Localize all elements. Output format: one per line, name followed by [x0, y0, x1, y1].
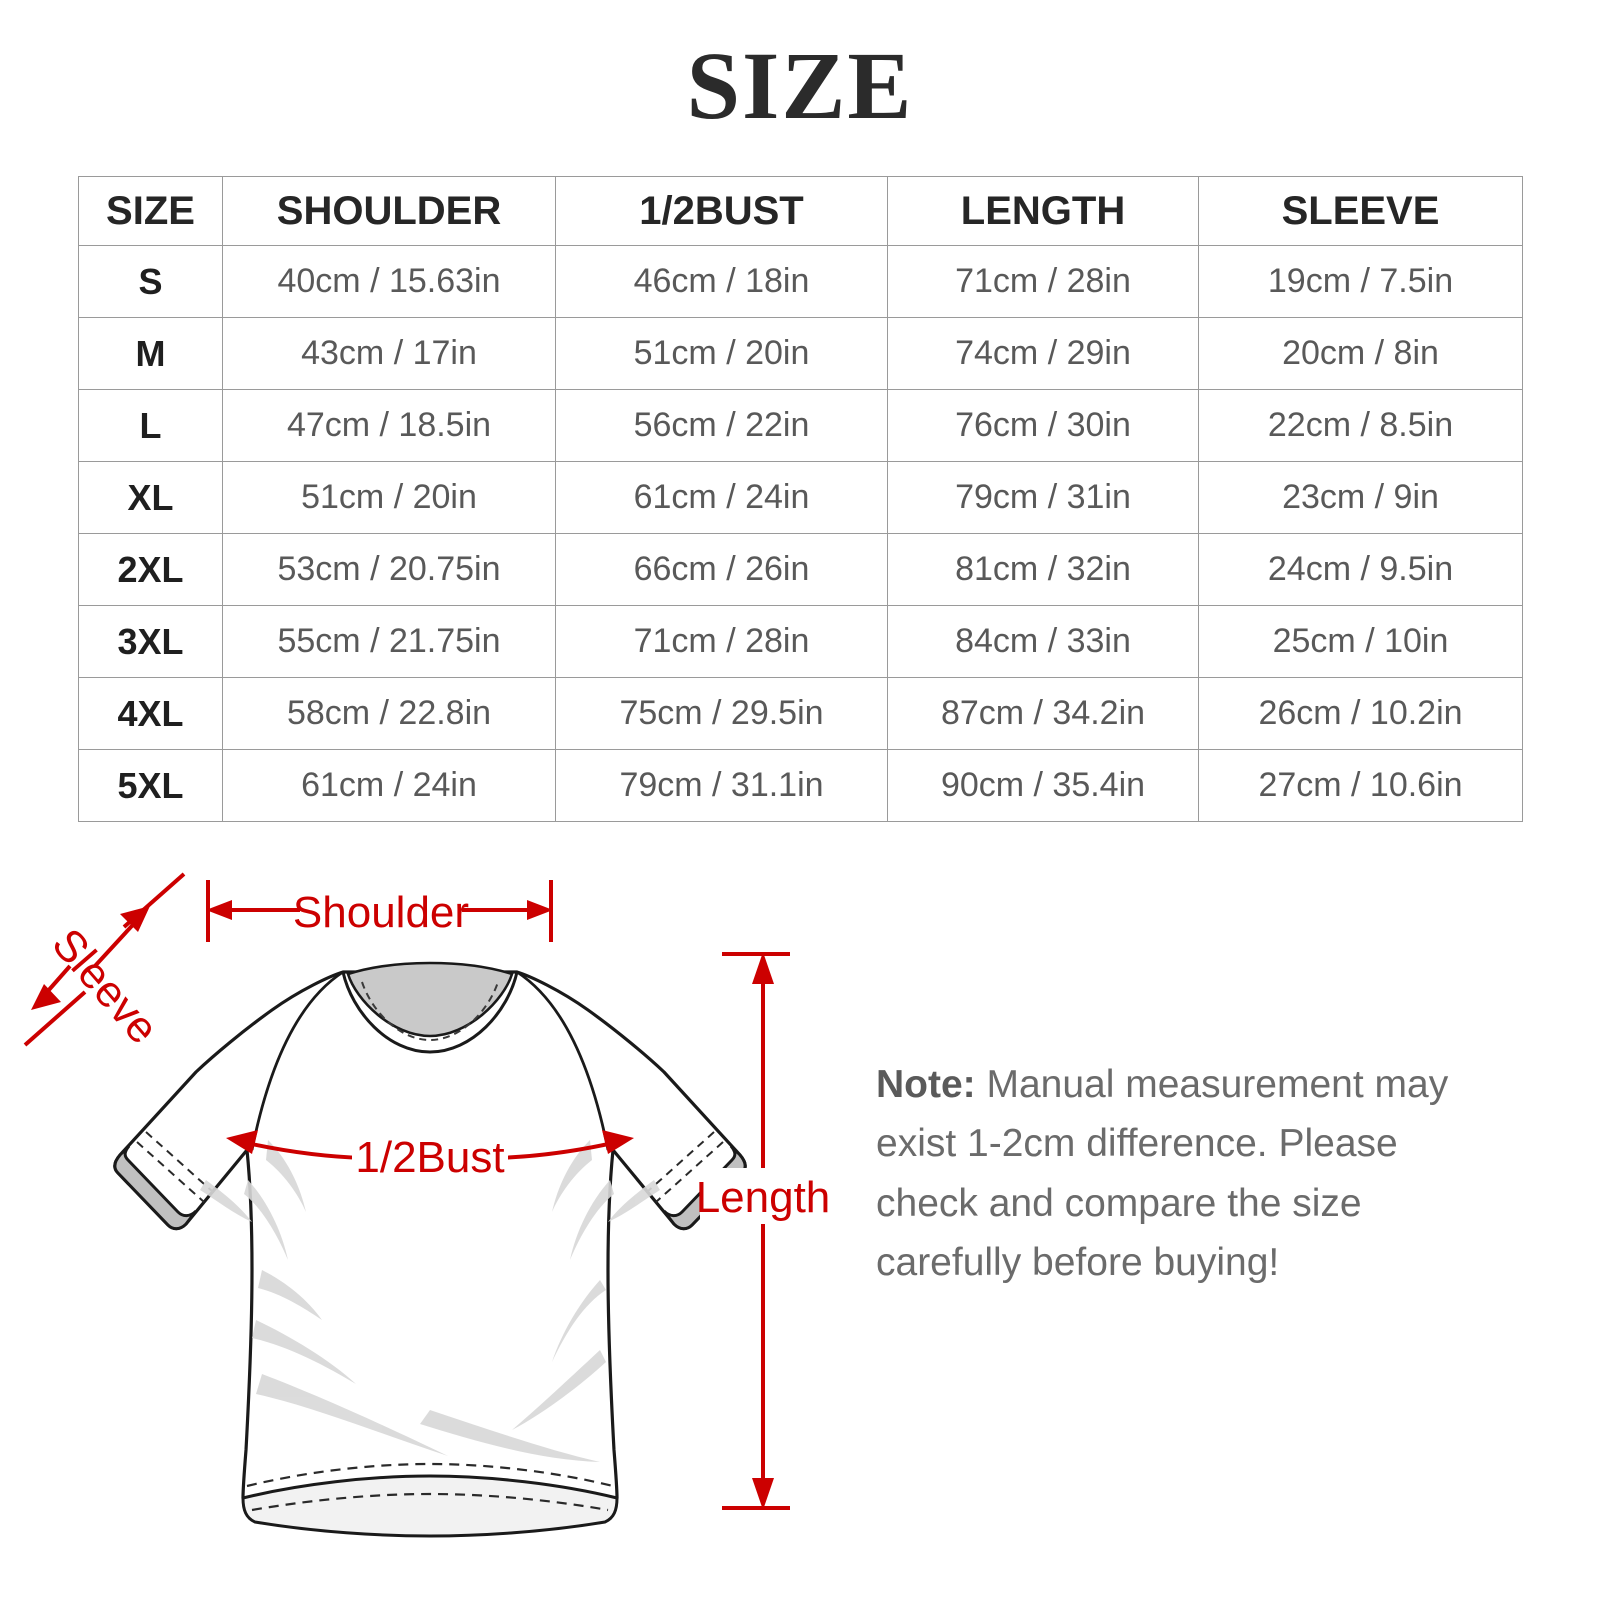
cell-length: 79cm / 31in — [887, 461, 1199, 534]
cell-shoulder: 51cm / 20in — [222, 461, 556, 534]
sleeve-dimension: Sleeve — [23, 872, 186, 1053]
cell-shoulder: 55cm / 21.75in — [222, 605, 556, 678]
bust-arrowhead-left — [226, 1130, 258, 1154]
left-sleeve-cuff — [113, 1144, 198, 1231]
cell-sleeve: 25cm / 10in — [1198, 605, 1523, 678]
column-header-shoulder: SHOULDER — [222, 176, 556, 246]
cell-shoulder: 47cm / 18.5in — [222, 389, 556, 462]
cell-length: 84cm / 33in — [887, 605, 1199, 678]
cell-bust: 66cm / 26in — [555, 533, 888, 606]
cell-sleeve: 22cm / 8.5in — [1198, 389, 1523, 462]
cell-size: M — [78, 317, 223, 390]
cell-sleeve: 20cm / 8in — [1198, 317, 1523, 390]
table-row: M 43cm / 17in 51cm / 20in 74cm / 29in 20… — [78, 317, 1523, 390]
cell-length: 90cm / 35.4in — [887, 749, 1199, 822]
cell-shoulder: 43cm / 17in — [222, 317, 556, 390]
cell-shoulder: 61cm / 24in — [222, 749, 556, 822]
half-bust-label: 1/2Bust — [355, 1133, 504, 1182]
tshirt-collar-band — [341, 971, 519, 1054]
cell-sleeve: 23cm / 9in — [1198, 461, 1523, 534]
sleeve-label: Sleeve — [42, 919, 167, 1053]
cell-size: XL — [78, 461, 223, 534]
cell-sleeve: 26cm / 10.2in — [1198, 677, 1523, 750]
cell-size: 3XL — [78, 605, 223, 678]
table-row: L 47cm / 18.5in 56cm / 22in 76cm / 30in … — [78, 389, 1523, 462]
column-header-bust: 1/2BUST — [555, 176, 888, 246]
tshirt-measurement-diagram: Shoulder Sleeve 1/2Bust — [0, 850, 860, 1550]
left-cuff-stitching-2 — [145, 1131, 214, 1193]
shoulder-arrowhead-left — [206, 900, 232, 920]
collar-stitching — [361, 981, 499, 1042]
cell-length: 81cm / 32in — [887, 533, 1199, 606]
cell-bust: 46cm / 18in — [555, 245, 888, 318]
right-cuff-stitching-2 — [646, 1131, 715, 1193]
right-shoulder-seam — [516, 970, 610, 1151]
page-title: SIZE — [686, 32, 914, 139]
cell-length: 76cm / 30in — [887, 389, 1199, 462]
cell-shoulder: 53cm / 20.75in — [222, 533, 556, 606]
table-header-row: SIZE SHOULDER 1/2BUST LENGTH SLEEVE — [78, 176, 1523, 246]
column-header-length: LENGTH — [887, 176, 1199, 246]
column-header-sleeve: SLEEVE — [1198, 176, 1523, 246]
shoulder-dimension: Shoulder — [206, 880, 553, 942]
cell-size: 2XL — [78, 533, 223, 606]
cell-bust: 56cm / 22in — [555, 389, 888, 462]
table-row: 5XL 61cm / 24in 79cm / 31.1in 90cm / 35.… — [78, 749, 1523, 822]
sleeve-tick-lower — [23, 990, 87, 1047]
fabric-fold-shading — [200, 1140, 660, 1462]
length-label: Length — [696, 1173, 831, 1222]
length-arrowhead-bottom — [752, 1478, 774, 1510]
tshirt-hem-band — [241, 1474, 619, 1538]
cell-shoulder: 40cm / 15.63in — [222, 245, 556, 318]
tshirt-illustration — [113, 961, 747, 1538]
left-shoulder-seam — [250, 970, 344, 1151]
note-text: Manual measurement may exist 1-2cm diffe… — [876, 1063, 1449, 1284]
length-dimension: Length — [696, 952, 831, 1510]
cell-bust: 51cm / 20in — [555, 317, 888, 390]
sleeve-arrowhead-lower — [31, 984, 61, 1010]
note-label: Note: — [876, 1063, 976, 1106]
hem-stitching-upper — [246, 1462, 614, 1488]
cell-size: L — [78, 389, 223, 462]
table-row: 3XL 55cm / 21.75in 71cm / 28in 84cm / 33… — [78, 605, 1523, 678]
cell-length: 87cm / 34.2in — [887, 677, 1199, 750]
table-row: 2XL 53cm / 20.75in 66cm / 26in 81cm / 32… — [78, 533, 1523, 606]
table-row: XL 51cm / 20in 61cm / 24in 79cm / 31in 2… — [78, 461, 1523, 534]
cell-sleeve: 24cm / 9.5in — [1198, 533, 1523, 606]
cell-length: 74cm / 29in — [887, 317, 1199, 390]
hem-stitching-lower — [251, 1492, 609, 1512]
cell-size: S — [78, 245, 223, 318]
cell-bust: 61cm / 24in — [555, 461, 888, 534]
cell-bust: 79cm / 31.1in — [555, 749, 888, 822]
table-row: 4XL 58cm / 22.8in 75cm / 29.5in 87cm / 3… — [78, 677, 1523, 750]
cell-sleeve: 19cm / 7.5in — [1198, 245, 1523, 318]
cell-size: 5XL — [78, 749, 223, 822]
size-chart-table: SIZE SHOULDER 1/2BUST LENGTH SLEEVE S 40… — [78, 176, 1523, 822]
measurement-note: Note: Manual measurement may exist 1-2cm… — [876, 1055, 1506, 1292]
column-header-size: SIZE — [78, 176, 223, 246]
table-row: S 40cm / 15.63in 46cm / 18in 71cm / 28in… — [78, 245, 1523, 318]
half-bust-dimension: 1/2Bust — [226, 1130, 634, 1182]
cell-bust: 71cm / 28in — [555, 605, 888, 678]
right-cuff-stitching — [655, 1141, 724, 1203]
cell-bust: 75cm / 29.5in — [555, 677, 888, 750]
length-arrowhead-top — [752, 952, 774, 984]
shoulder-label: Shoulder — [293, 888, 469, 937]
cell-size: 4XL — [78, 677, 223, 750]
sleeve-arrowhead-upper — [120, 906, 150, 932]
bust-arrowhead-right — [602, 1130, 634, 1154]
left-cuff-stitching — [136, 1141, 205, 1203]
cell-length: 71cm / 28in — [887, 245, 1199, 318]
shoulder-arrowhead-right — [527, 900, 553, 920]
cell-shoulder: 58cm / 22.8in — [222, 677, 556, 750]
cell-sleeve: 27cm / 10.6in — [1198, 749, 1523, 822]
